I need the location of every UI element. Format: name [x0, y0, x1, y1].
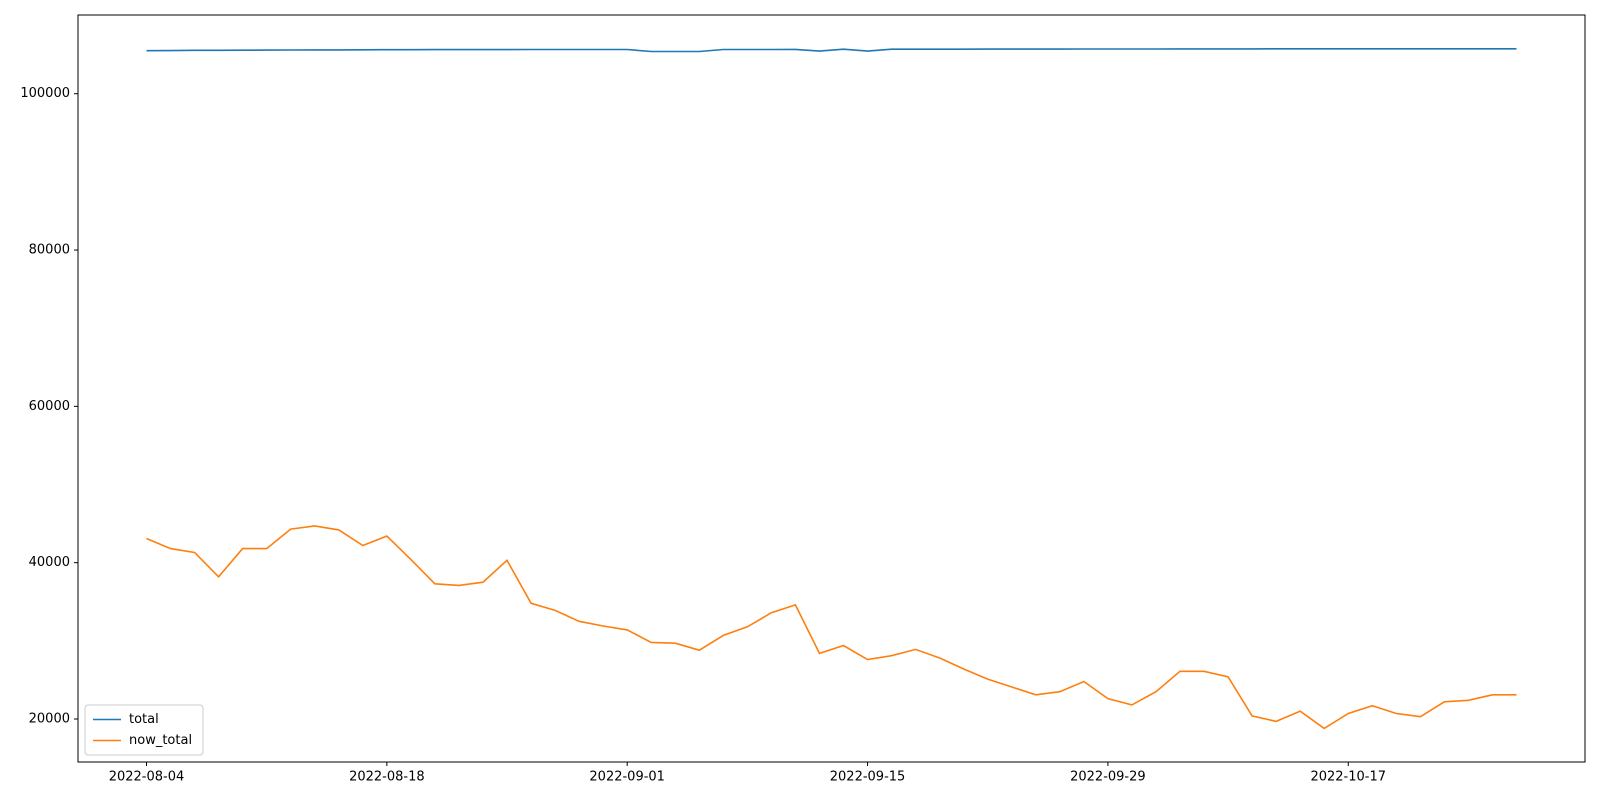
x-tick-label: 2022-09-29: [1070, 770, 1146, 785]
x-tick-label: 2022-09-01: [589, 770, 665, 785]
plot-area: [146, 48, 1517, 730]
series-line: [146, 48, 1517, 53]
x-tick-label: 2022-09-15: [830, 770, 906, 785]
y-tick-label: 20000: [29, 712, 70, 727]
series-line: [146, 525, 1517, 730]
x-tick-label: 2022-08-18: [349, 770, 425, 785]
y-tick-label: 100000: [20, 86, 70, 101]
y-tick-label: 40000: [29, 555, 70, 570]
x-tick-label: 2022-10-17: [1310, 770, 1386, 785]
legend-label: total: [129, 712, 159, 727]
axes-frame: [77, 14, 1586, 763]
x-tick-label: 2022-08-04: [109, 770, 185, 785]
legend-box: [84, 704, 204, 756]
y-tick-label: 80000: [29, 243, 70, 258]
legend: total now_total: [84, 704, 204, 756]
y-tick-label: 60000: [29, 399, 70, 414]
legend-label: now_total: [129, 733, 192, 748]
